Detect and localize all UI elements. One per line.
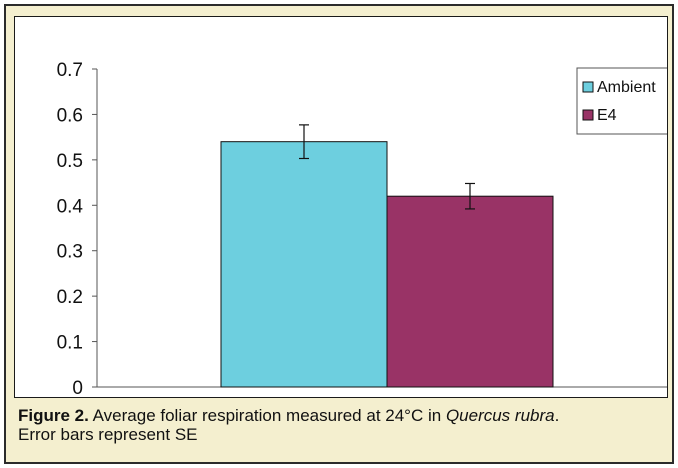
legend-swatch-e4 (582, 109, 594, 121)
caption-line2: Error bars represent SE (18, 425, 198, 444)
caption-species: Quercus rubra (445, 406, 555, 425)
legend-label-ambient: Ambient (597, 79, 656, 96)
y-tick-label: 0.6 (57, 105, 83, 126)
y-tick-label: 0.5 (57, 151, 83, 172)
y-tick-label: 0.4 (57, 196, 84, 217)
figure-caption: Figure 2. Average foliar respiration mea… (18, 406, 670, 444)
caption-label: Figure 2. (18, 406, 89, 425)
y-tick-label: 0.7 (57, 60, 83, 81)
legend-label-e4: E4 (597, 107, 617, 124)
y-tick-label: 0.3 (57, 242, 83, 263)
bar-chart: 0 0.1 0.2 0.3 0.4 0.5 0.6 0.7 Ambient E4 (57, 60, 667, 398)
bar-ambient (220, 141, 388, 388)
figure-frame: 0 0.1 0.2 0.3 0.4 0.5 0.6 0.7 Ambient E4 Figure 2… (4, 4, 674, 464)
caption-end: . (554, 406, 560, 425)
y-tick-label: 0.1 (57, 333, 83, 354)
y-tick-label: 0 (72, 378, 83, 398)
caption-text: Average foliar respiration measured at 2… (88, 406, 446, 425)
bar-e4 (386, 195, 554, 388)
chart-area: 0 0.1 0.2 0.3 0.4 0.5 0.6 0.7 Ambient E4 (14, 16, 668, 398)
legend-box (576, 67, 667, 135)
y-tick-label: 0.2 (57, 287, 83, 308)
legend-swatch-ambient (582, 81, 594, 93)
